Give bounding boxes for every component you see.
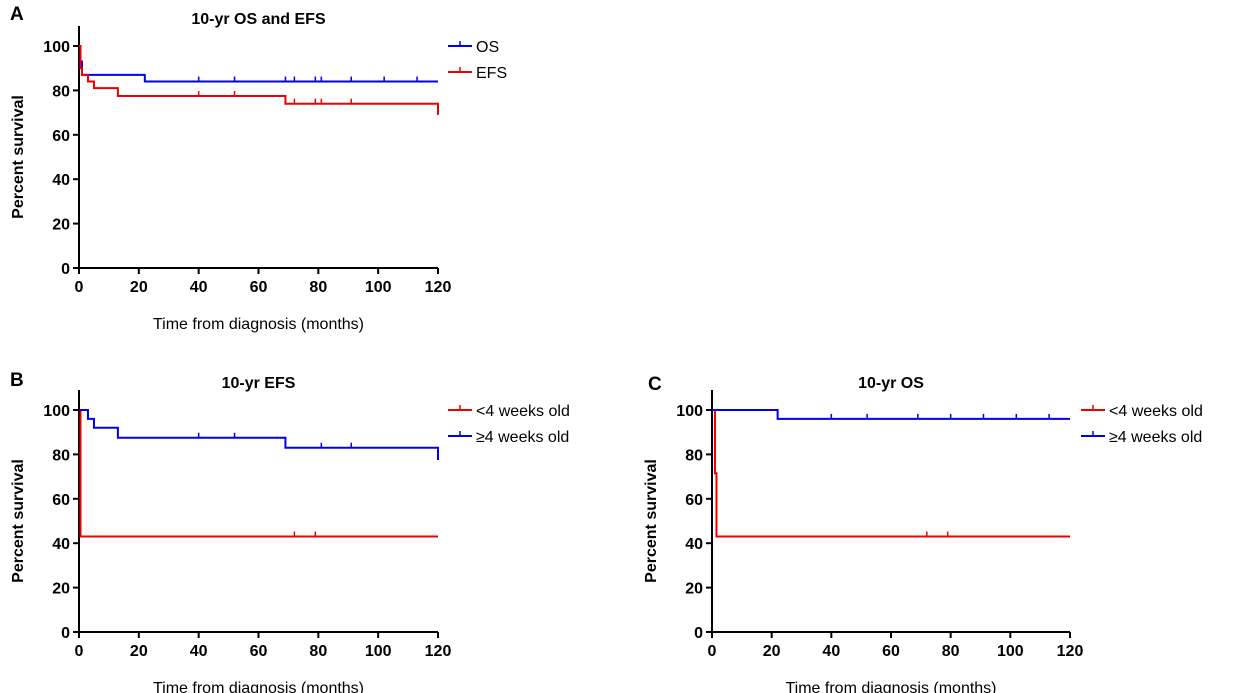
- x-axis-label: Time from diagnosis (months): [785, 680, 996, 693]
- y-tick-label: 20: [52, 581, 70, 598]
- km-curve-4-weeks-old: [712, 409, 1070, 420]
- y-tick-label: 40: [52, 536, 70, 553]
- legend-label: <4 weeks old: [1109, 403, 1203, 420]
- y-tick-label: 0: [694, 625, 703, 642]
- km-curve-4-weeks-old: [79, 409, 438, 538]
- chart-title: 10-yr OS: [858, 375, 924, 392]
- y-tick-label: 20: [685, 581, 703, 598]
- km-curve-efs: [79, 45, 439, 115]
- y-axis-label: Percent survival: [10, 459, 27, 583]
- x-tick-label: 40: [190, 643, 208, 660]
- y-tick-label: 100: [43, 403, 70, 420]
- x-tick-label: 80: [309, 279, 327, 296]
- y-tick-label: 40: [52, 172, 70, 189]
- x-tick-label: 0: [75, 279, 84, 296]
- y-tick-label: 80: [52, 447, 70, 464]
- x-tick-label: 100: [997, 643, 1024, 660]
- legend-label: ≥4 weeks old: [1109, 429, 1202, 446]
- y-tick-label: 0: [61, 261, 70, 278]
- x-tick-label: 40: [822, 643, 840, 660]
- x-tick-label: 120: [425, 279, 452, 296]
- y-tick-label: 60: [52, 128, 70, 145]
- chart-title: 10-yr EFS: [222, 375, 296, 392]
- x-tick-label: 80: [309, 643, 327, 660]
- y-tick-label: 80: [52, 83, 70, 100]
- y-tick-label: 80: [685, 447, 703, 464]
- panel-a: A 10-yr OS and EFS 0 20 40 60 80 100 0 20 40 60 80 10…: [10, 4, 507, 333]
- km-curve-4-weeks-old: [712, 409, 1070, 538]
- y-axis-label: Percent survival: [10, 95, 27, 219]
- legend-label: ≥4 weeks old: [476, 429, 569, 446]
- km-curve-4-weeks-old: [79, 409, 439, 460]
- legend-label: <4 weeks old: [476, 403, 570, 420]
- y-tick-label: 0: [61, 625, 70, 642]
- x-tick-label: 60: [882, 643, 900, 660]
- x-tick-label: 120: [1057, 643, 1084, 660]
- x-axis-label: Time from diagnosis (months): [153, 316, 364, 333]
- x-tick-label: 60: [250, 643, 268, 660]
- x-axis-label: Time from diagnosis (months): [153, 680, 364, 693]
- y-tick-label: 100: [676, 403, 703, 420]
- panel-c: C 10-yr OS 0 20 40 60 80 100 0 20 40 60 80 100 120 Time…: [643, 374, 1203, 693]
- y-tick-label: 100: [43, 39, 70, 56]
- chart-title: 10-yr OS and EFS: [191, 11, 326, 28]
- x-tick-label: 120: [425, 643, 452, 660]
- panel-b: B 10-yr EFS 0 20 40 60 80 100 0 20 40 60 80 100 120 Tim…: [10, 370, 570, 693]
- legend-label: EFS: [476, 65, 507, 82]
- y-tick-label: 20: [52, 217, 70, 234]
- x-tick-label: 60: [250, 279, 268, 296]
- panel-letter: A: [10, 4, 24, 25]
- y-tick-label: 60: [52, 492, 70, 509]
- panel-letter: B: [10, 370, 24, 391]
- x-tick-label: 100: [365, 643, 392, 660]
- x-tick-label: 40: [190, 279, 208, 296]
- x-tick-label: 20: [130, 279, 148, 296]
- y-tick-label: 60: [685, 492, 703, 509]
- x-tick-label: 0: [708, 643, 717, 660]
- x-tick-label: 0: [75, 643, 84, 660]
- y-axis-label: Percent survival: [643, 459, 660, 583]
- x-tick-label: 20: [130, 643, 148, 660]
- x-tick-label: 100: [365, 279, 392, 296]
- x-tick-label: 20: [763, 643, 781, 660]
- panel-letter: C: [648, 374, 662, 395]
- y-tick-label: 40: [685, 536, 703, 553]
- km-curve-os: [79, 45, 438, 83]
- x-tick-label: 80: [942, 643, 960, 660]
- legend-label: OS: [476, 39, 499, 56]
